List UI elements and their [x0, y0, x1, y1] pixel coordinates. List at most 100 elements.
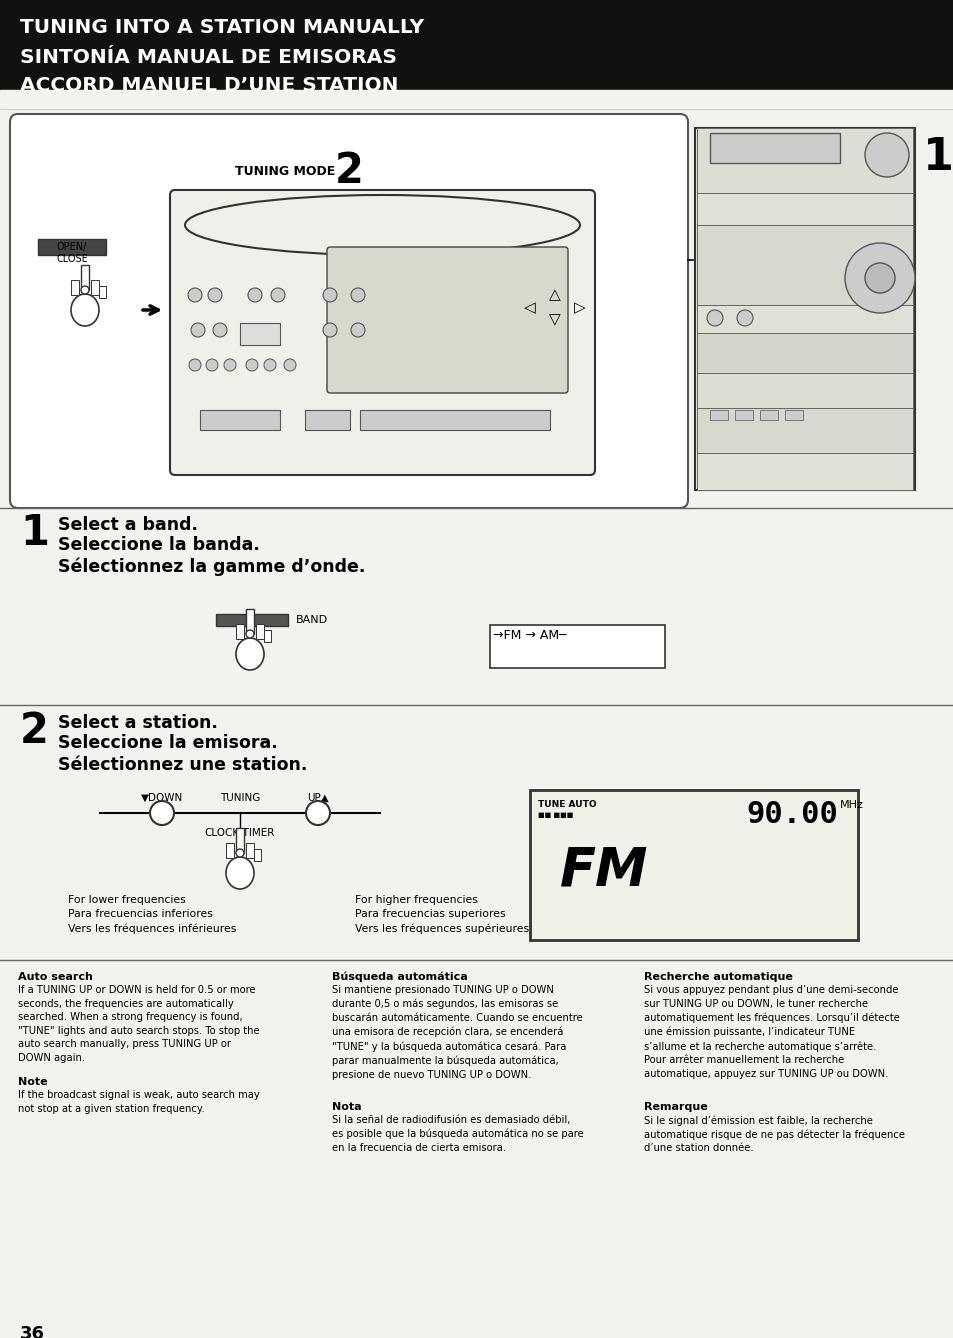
Text: 90.00: 90.00 [745, 800, 837, 830]
Circle shape [306, 801, 330, 826]
Circle shape [864, 264, 894, 293]
Circle shape [351, 288, 365, 302]
Bar [240, 322, 280, 345]
Bar [530, 789, 857, 941]
Bar [246, 609, 253, 634]
Circle shape [150, 801, 173, 826]
Text: △: △ [549, 288, 560, 302]
Text: SINTONÍA MANUAL DE EMISORAS: SINTONÍA MANUAL DE EMISORAS [20, 48, 396, 67]
Text: Select a station.: Select a station. [58, 714, 217, 732]
Text: Seleccione la banda.: Seleccione la banda. [58, 537, 259, 554]
Text: Si mantiene presionado TUNING UP o DOWN
durante 0,5 o más segundos, las emisoras: Si mantiene presionado TUNING UP o DOWN … [332, 985, 582, 1080]
FancyBboxPatch shape [327, 248, 567, 393]
Text: 36: 36 [20, 1325, 45, 1338]
Bar [81, 265, 89, 290]
Text: Remarque: Remarque [643, 1103, 707, 1112]
Circle shape [323, 288, 336, 302]
Text: Recherche automatique: Recherche automatique [643, 971, 792, 982]
Text: Si le signal d’émission est faible, la recherche
automatique risque de ne pas dé: Si le signal d’émission est faible, la r… [643, 1115, 904, 1153]
Bar [91, 280, 99, 294]
Text: BAND: BAND [295, 615, 328, 625]
Text: MHz: MHz [840, 800, 863, 809]
Text: Seleccione la emisora.: Seleccione la emisora. [58, 735, 277, 752]
Bar [359, 409, 550, 429]
Bar [255, 624, 264, 640]
Text: Vers les fréquences inférieures: Vers les fréquences inférieures [68, 923, 236, 934]
Bar [697, 454, 912, 490]
Text: Sélectionnez une station.: Sélectionnez une station. [58, 756, 307, 773]
Text: CLOCK/TIMER: CLOCK/TIMER [205, 828, 274, 838]
Text: Auto search: Auto search [18, 971, 92, 982]
Bar [264, 630, 271, 642]
Ellipse shape [71, 294, 99, 326]
Circle shape [235, 850, 244, 858]
Text: 2: 2 [335, 150, 363, 191]
Bar [695, 128, 914, 490]
Text: 2: 2 [20, 710, 49, 752]
Ellipse shape [226, 858, 253, 888]
Bar [697, 225, 912, 305]
Circle shape [264, 359, 275, 371]
Text: For higher frequencies: For higher frequencies [355, 895, 477, 904]
Bar [734, 409, 752, 420]
Circle shape [191, 322, 205, 337]
Text: ACCORD MANUEL D’UNE STATION: ACCORD MANUEL D’UNE STATION [20, 76, 398, 95]
Text: Vers les fréquences supérieures: Vers les fréquences supérieures [355, 923, 529, 934]
Bar [253, 850, 261, 860]
Bar [200, 409, 280, 429]
Circle shape [864, 132, 908, 177]
Text: ▼DOWN: ▼DOWN [141, 793, 183, 803]
Circle shape [271, 288, 285, 302]
Text: Select a band.: Select a band. [58, 516, 198, 534]
Bar [305, 409, 350, 429]
Circle shape [706, 310, 722, 326]
Bar [490, 625, 664, 668]
Bar [697, 408, 912, 454]
Text: TUNING INTO A STATION MANUALLY: TUNING INTO A STATION MANUALLY [20, 17, 424, 37]
Bar [697, 128, 912, 193]
Text: If the broadcast signal is weak, auto search may
not stop at a given station fre: If the broadcast signal is weak, auto se… [18, 1090, 259, 1113]
Bar [71, 280, 79, 294]
Text: Para frecuencias superiores: Para frecuencias superiores [355, 909, 505, 919]
Text: Si la señal de radiodifusión es demasiado débil,
es posible que la búsqueda auto: Si la señal de radiodifusión es demasiad… [332, 1115, 583, 1153]
Circle shape [737, 310, 752, 326]
Circle shape [224, 359, 235, 371]
Text: Note: Note [18, 1077, 48, 1086]
Text: TUNING: TUNING [219, 793, 260, 803]
Circle shape [351, 322, 365, 337]
Text: Para frecuencias inferiores: Para frecuencias inferiores [68, 909, 213, 919]
FancyBboxPatch shape [170, 190, 595, 475]
Circle shape [213, 322, 227, 337]
Text: OPEN/
CLOSE: OPEN/ CLOSE [56, 242, 88, 264]
Text: For lower frequencies: For lower frequencies [68, 895, 186, 904]
Bar [226, 843, 233, 858]
Bar [697, 373, 912, 408]
Bar [235, 624, 244, 640]
Text: TUNE AUTO: TUNE AUTO [537, 800, 596, 809]
Bar [697, 193, 912, 225]
Text: ▷: ▷ [574, 301, 585, 316]
Bar [784, 409, 802, 420]
Bar [246, 843, 253, 858]
Text: →FM → AM─: →FM → AM─ [493, 629, 566, 642]
Bar [697, 333, 912, 373]
Text: ■■ ■■■: ■■ ■■■ [537, 812, 573, 818]
Circle shape [206, 359, 218, 371]
Circle shape [844, 244, 914, 313]
Text: Si vous appuyez pendant plus d’une demi-seconde
sur TUNING UP ou DOWN, le tuner : Si vous appuyez pendant plus d’une demi-… [643, 985, 899, 1078]
Bar [709, 132, 840, 163]
Bar [697, 305, 912, 333]
Circle shape [208, 288, 222, 302]
Circle shape [246, 630, 253, 638]
Ellipse shape [235, 638, 264, 670]
Circle shape [284, 359, 295, 371]
Text: ▽: ▽ [549, 313, 560, 328]
Text: FM: FM [559, 846, 648, 896]
Text: ◁: ◁ [523, 301, 536, 316]
Circle shape [189, 359, 201, 371]
Circle shape [246, 359, 257, 371]
Text: 1: 1 [923, 136, 953, 179]
Text: UP▲: UP▲ [307, 793, 329, 803]
Text: Nota: Nota [332, 1103, 361, 1112]
Text: Sélectionnez la gamme d’onde.: Sélectionnez la gamme d’onde. [58, 558, 365, 577]
